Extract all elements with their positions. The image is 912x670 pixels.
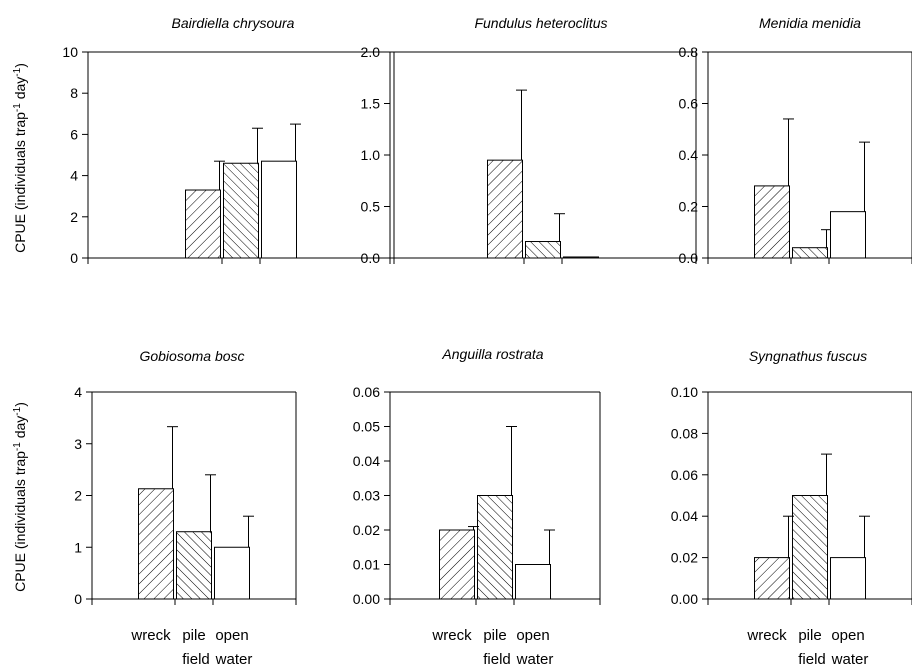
y-tick-label: 0.6 [679,96,699,112]
y-tick-label: 2 [70,209,78,225]
y-tick-label: 0.4 [679,147,699,163]
y-axis-label-bottom: CPUE (individuals trap-1 day-1) [12,402,29,592]
panel-title: Syngnathus fuscus [749,348,867,364]
y-tick-label: 0.0 [361,250,381,266]
panel-title: Bairdiella chrysoura [172,15,295,31]
bar [261,160,297,259]
bar [477,495,513,600]
bar [754,185,790,259]
panel-4: Anguilla rostrata 0.00 0.01 0.02 0.03 0.04 0.0… [353,346,601,668]
category-label: water [831,651,869,668]
y-tick-label: 0.02 [671,550,698,566]
category-label: open [516,627,549,644]
y-tick-label: 0 [74,591,82,607]
y-tick-label: 0.01 [353,557,380,573]
y-tick-label: 0 [70,250,78,266]
y-tick-label: 0.02 [353,522,380,538]
bar [223,162,259,259]
category-label: wreck [130,627,171,644]
panel-title: Gobiosoma bosc [139,348,244,364]
y-tick-label: 1.5 [361,96,381,112]
category-label: open [215,627,248,644]
panel-1: Fundulus heteroclitus 0.0 0.5 1.0 1.5 2.0 [361,15,697,266]
panel-title: Fundulus heteroclitus [474,15,607,31]
bar [185,189,221,259]
y-tick-label: 0.04 [353,453,380,469]
bar [792,247,828,259]
category-label: pile [182,627,205,644]
bar [792,495,828,600]
y-tick-label: 10 [62,44,78,60]
panel-0: Bairdiella chrysoura 0 2 4 6 8 10 [62,15,395,266]
bar [563,256,599,259]
panel-2: Menidia menidia 0.0 0.2 0.4 0.6 0.8 [679,15,912,266]
y-tick-label: 0.5 [361,199,381,215]
y-tick-label: 0.00 [671,591,698,607]
category-label: field [182,651,210,668]
bar [176,531,212,600]
y-tick-label: 6 [70,126,78,142]
y-tick-label: 0.08 [671,425,698,441]
category-label: field [483,651,511,668]
category-label: open [831,627,864,644]
y-tick-label: 0.06 [671,467,698,483]
bar [525,241,561,259]
y-tick-label: 0.06 [353,384,380,400]
y-tick-label: 0.10 [671,384,698,400]
y-tick-label: 1.0 [361,147,381,163]
y-tick-label: 0.00 [353,591,380,607]
y-tick-label: 1 [74,539,82,555]
bar [214,546,250,600]
category-label: wreck [431,627,472,644]
y-tick-label: 2 [74,488,82,504]
panel-5: Syngnathus fuscus 0.00 0.02 0.04 0.06 0.08 0.1… [671,348,912,668]
bar [138,488,174,600]
y-tick-label: 4 [70,168,78,184]
y-tick-label: 2.0 [361,44,381,60]
y-tick-label: 8 [70,85,78,101]
y-axis-label-top: CPUE (individuals trap-1 day-1) [12,63,29,253]
panel-title: Anguilla rostrata [441,346,543,362]
bar [830,211,866,259]
y-tick-label: 0.03 [353,488,380,504]
category-label: wreck [746,627,787,644]
category-label: water [215,651,253,668]
bar [754,557,790,600]
bar [487,159,523,259]
y-tick-label: 0.0 [679,250,699,266]
y-tick-label: 0.2 [679,199,699,215]
bar [439,529,475,600]
category-label: pile [483,627,506,644]
y-tick-label: 4 [74,384,82,400]
bar [830,557,866,600]
y-tick-label: 0.8 [679,44,699,60]
y-tick-label: 0.04 [671,508,698,524]
bar [515,564,551,600]
panel-3: Gobiosoma bosc 0 1 2 3 4 wreck pile field open wat… [74,348,297,668]
y-tick-label: 0.05 [353,419,380,435]
category-label: field [798,651,826,668]
panel-title: Menidia menidia [759,15,861,31]
y-tick-label: 3 [74,436,82,452]
category-label: pile [798,627,821,644]
category-label: water [516,651,554,668]
